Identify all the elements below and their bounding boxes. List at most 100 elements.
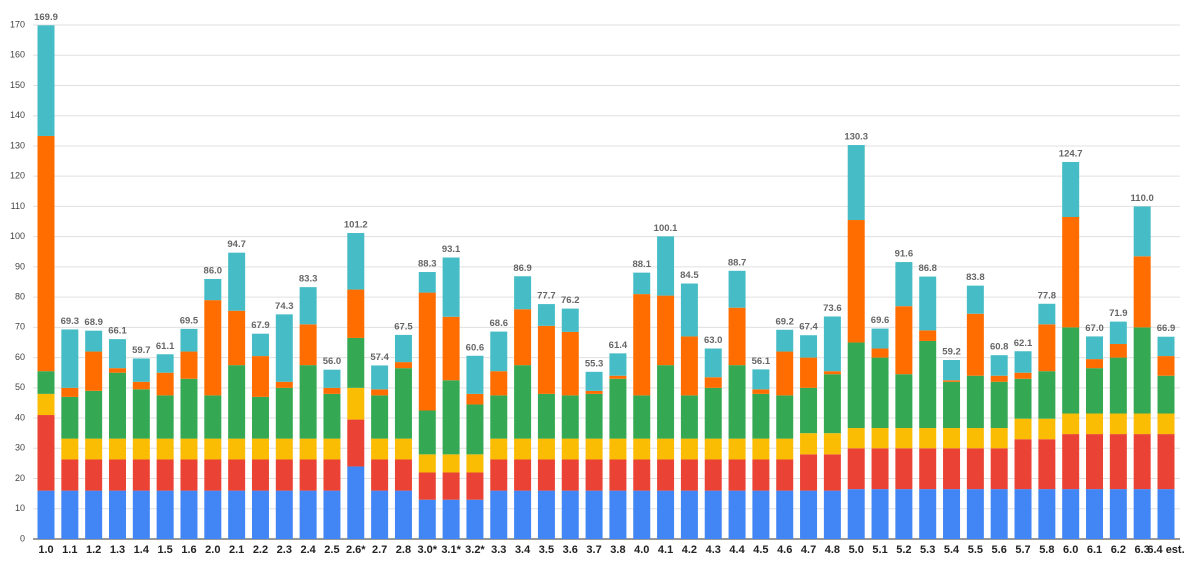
total-label: 101.2 <box>344 220 368 231</box>
bar-segment <box>871 357 889 429</box>
total-label: 60.8 <box>990 342 1009 353</box>
bar-segment <box>728 438 746 460</box>
bar-segment <box>919 428 937 449</box>
bar-segment <box>228 310 246 366</box>
bar-segment <box>633 438 651 460</box>
bar-segment <box>776 490 794 539</box>
x-tick-label: 1.2 <box>86 544 101 556</box>
bar-segment <box>275 490 293 539</box>
total-label: 68.6 <box>490 318 509 329</box>
bar-segment <box>418 454 436 473</box>
bar-segment <box>537 304 555 326</box>
bar-segment <box>323 490 341 539</box>
x-tick-label: 1.3 <box>110 544 125 556</box>
bar-segment <box>585 459 603 491</box>
bar-segment <box>704 490 722 539</box>
bar-segment <box>132 389 150 439</box>
bar-segment <box>251 490 269 539</box>
x-tick-label: 3.2* <box>465 544 485 556</box>
bar-segment <box>657 295 675 366</box>
bar-segment <box>1062 434 1080 490</box>
bar-segment <box>1133 327 1151 414</box>
total-label: 88.7 <box>728 257 747 268</box>
x-tick-label: 6.1 <box>1087 544 1102 556</box>
bar-segment <box>609 490 627 539</box>
bar-segment <box>895 374 913 429</box>
bar-segment <box>1086 368 1104 414</box>
total-label: 66.9 <box>1157 323 1176 334</box>
bar-segment <box>1038 418 1056 440</box>
total-label: 86.0 <box>204 265 223 276</box>
total-label: 69.5 <box>180 315 199 326</box>
bar-segment <box>418 410 436 455</box>
x-tick-label: 4.6 <box>777 544 792 556</box>
bar-segment <box>299 324 317 366</box>
bar-segment <box>132 438 150 460</box>
bar-segment <box>847 145 865 221</box>
total-label: 84.5 <box>680 270 699 281</box>
bar-segment <box>943 381 961 429</box>
bar-segment <box>442 472 460 500</box>
bar-segment <box>514 309 532 366</box>
bar-segment <box>466 454 484 473</box>
bar-segment <box>871 428 889 449</box>
bar-segment <box>514 490 532 539</box>
bar-segment <box>1062 489 1080 539</box>
bar-segment <box>323 438 341 460</box>
bar-segment <box>204 395 222 439</box>
bar-segment <box>1157 489 1175 539</box>
bar-segment <box>919 448 937 490</box>
bar-segment <box>1014 372 1032 379</box>
bar-segment <box>943 380 961 382</box>
bar-segment <box>847 342 865 429</box>
bar-segment <box>919 276 937 331</box>
bar-segment <box>394 438 412 460</box>
bar-segment <box>752 389 770 394</box>
total-label: 86.8 <box>918 263 937 274</box>
bar-segment <box>323 393 341 439</box>
bar-segment <box>871 328 889 349</box>
total-label: 71.9 <box>1109 308 1128 319</box>
total-label: 59.2 <box>942 347 961 358</box>
bar-segment <box>800 454 818 491</box>
bar-segment <box>1086 359 1104 369</box>
bar-segment <box>752 393 770 439</box>
bar-segment <box>251 333 269 357</box>
bar-segment <box>180 459 198 491</box>
x-tick-label: 1.1 <box>62 544 77 556</box>
bar-segment <box>657 490 675 539</box>
bar-segment <box>1157 413 1175 435</box>
bar-segment <box>895 262 913 307</box>
bar-segment <box>1038 324 1056 372</box>
bar-segment <box>442 454 460 473</box>
bar-segment <box>251 396 269 439</box>
y-tick-label: 130 <box>10 140 25 150</box>
x-tick-label: 2.5 <box>324 544 339 556</box>
total-label: 73.6 <box>823 303 842 314</box>
bar-segment <box>704 459 722 491</box>
y-tick-label: 120 <box>10 171 25 181</box>
bar-segment <box>323 369 341 388</box>
bar-segment <box>752 369 770 390</box>
x-tick-label: 4.3 <box>706 544 721 556</box>
bar-segment <box>132 459 150 491</box>
bar-segment <box>609 353 627 376</box>
bar-segment <box>966 448 984 490</box>
x-tick-label: 2.4 <box>300 544 316 556</box>
bar-segment <box>633 272 651 295</box>
y-tick-label: 170 <box>10 19 25 29</box>
x-tick-label: 5.6 <box>992 544 1007 556</box>
bar-segment <box>776 459 794 491</box>
bar-segment <box>37 393 55 416</box>
x-tick-label: 3.0* <box>417 544 437 556</box>
bar-segment <box>371 389 389 396</box>
bar-segment <box>728 459 746 491</box>
total-label: 69.2 <box>775 316 794 327</box>
total-label: 67.9 <box>251 320 270 331</box>
bar-segment <box>323 387 341 394</box>
bar-segment <box>704 387 722 439</box>
bar-segment <box>680 283 698 337</box>
bar-segment <box>323 459 341 491</box>
bar-segment <box>1038 303 1056 325</box>
